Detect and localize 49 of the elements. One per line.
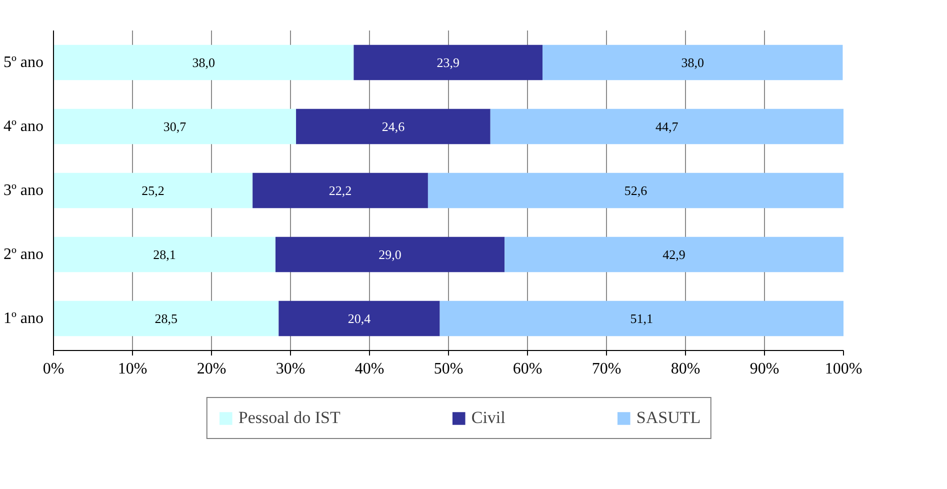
bar (542, 44, 843, 80)
y-tick-label: 2º ano (3, 246, 44, 263)
data-label: 24,6 (382, 119, 406, 134)
bar (428, 172, 844, 208)
x-tick-label: 90% (750, 360, 780, 378)
data-label: 20,4 (348, 311, 372, 326)
x-tick-label: 50% (434, 360, 464, 378)
y-tick-label: 1º ano (3, 310, 44, 327)
bar (54, 172, 253, 208)
x-tick-label: 80% (670, 360, 700, 378)
legend-label: SASUTL (636, 408, 701, 428)
x-tick-label: 10% (118, 360, 148, 378)
bar (278, 300, 440, 336)
bar (54, 44, 354, 80)
data-label: 52,6 (624, 183, 648, 198)
bar (275, 236, 505, 272)
x-tick-label: 60% (512, 360, 542, 378)
data-label: 25,2 (142, 183, 164, 198)
data-label: 28,5 (154, 311, 178, 326)
data-label: 23,9 (436, 55, 460, 70)
bar (252, 172, 428, 208)
data-label: 30,7 (163, 119, 187, 134)
bar (504, 236, 844, 272)
data-label: 28,1 (153, 247, 176, 262)
bar (54, 108, 296, 144)
x-tick-label: 20% (196, 360, 226, 378)
legend-label: Civil (471, 408, 506, 428)
x-tick-label: 70% (592, 360, 622, 378)
data-label: 44,7 (656, 119, 679, 134)
bar (54, 236, 276, 272)
legend-label: Pessoal do IST (238, 408, 340, 428)
x-tick-label: 30% (276, 360, 306, 378)
data-label: 38,0 (681, 55, 704, 70)
x-tick-label: 0% (42, 360, 64, 378)
y-tick-label: 4º ano (3, 118, 44, 135)
bar (296, 108, 490, 144)
y-tick-label: 5º ano (3, 54, 44, 71)
bar (54, 300, 279, 336)
bar (354, 44, 543, 80)
data-label: 29,0 (378, 247, 402, 262)
data-label: 22,2 (328, 183, 352, 198)
x-tick-label: 100% (824, 360, 862, 378)
y-tick-label: 3º ano (3, 182, 44, 199)
data-label: 42,9 (662, 247, 686, 262)
bar (440, 300, 844, 336)
data-label: 38,0 (192, 55, 215, 70)
data-label: 51,1 (630, 311, 654, 326)
bar (490, 108, 844, 144)
x-tick-label: 40% (354, 360, 384, 378)
